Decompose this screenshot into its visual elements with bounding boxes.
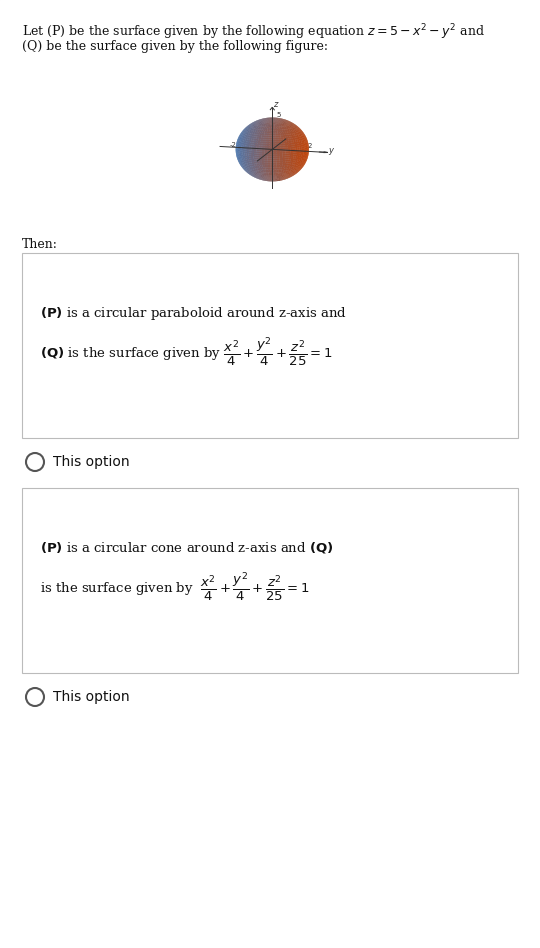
Text: This option: This option: [53, 455, 130, 469]
Text: This option: This option: [53, 690, 130, 704]
Circle shape: [26, 453, 44, 471]
FancyBboxPatch shape: [22, 488, 518, 673]
Text: Then:: Then:: [22, 238, 58, 251]
Text: (Q) be the surface given by the following figure:: (Q) be the surface given by the followin…: [22, 40, 328, 53]
Text: $\bf{(P)}$ is a circular paraboloid around z-axis and: $\bf{(P)}$ is a circular paraboloid arou…: [40, 305, 347, 322]
Text: $\bf{(Q)}$ is the surface given by $\dfrac{x^2}{4}+\dfrac{y^2}{4}+\dfrac{z^2}{25: $\bf{(Q)}$ is the surface given by $\dfr…: [40, 335, 333, 368]
Text: $\bf{(P)}$ is a circular cone around z-axis and $\bf{(Q)}$: $\bf{(P)}$ is a circular cone around z-a…: [40, 540, 334, 555]
Text: is the surface given by  $\dfrac{x^2}{4}+\dfrac{y^2}{4}+\dfrac{z^2}{25} = 1$: is the surface given by $\dfrac{x^2}{4}+…: [40, 570, 309, 603]
Text: Let (P) be the surface given by the following equation $z = 5 - x^2 - y^2$ and: Let (P) be the surface given by the foll…: [22, 22, 485, 42]
FancyBboxPatch shape: [22, 253, 518, 438]
Circle shape: [26, 688, 44, 706]
